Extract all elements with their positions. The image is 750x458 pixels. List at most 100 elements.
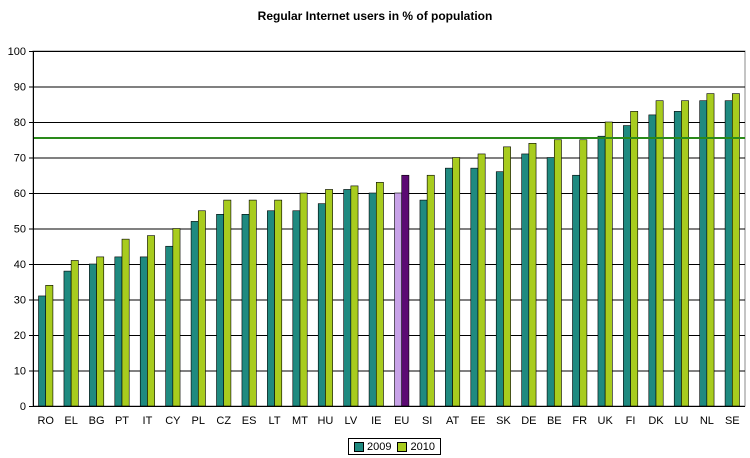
bar-2010-CZ [223, 199, 232, 407]
bar-2009-BG [89, 263, 97, 407]
bar-2010-AT [452, 157, 461, 407]
bar-2009-AT [445, 167, 453, 407]
x-tick-label: LU [674, 415, 688, 427]
bar-2010-SK [503, 146, 511, 407]
bar-2010-HU [325, 189, 333, 407]
x-tick-label: FI [626, 415, 636, 427]
x-tick-label: PL [192, 415, 205, 427]
legend-item-2010: 2010 [397, 440, 435, 453]
bar-2009-SI [419, 199, 428, 407]
x-tick-label: DE [521, 415, 536, 427]
x-tick-label: LV [345, 415, 358, 427]
x-tick-label: UK [598, 415, 614, 427]
bar-2010-IE [375, 182, 384, 407]
x-tick-label: IE [371, 415, 381, 427]
bar-2010-PL [197, 210, 206, 407]
x-tick-label: EU [394, 415, 409, 427]
x-tick-label: CY [165, 415, 181, 427]
bar-2009-SK [495, 171, 504, 407]
bar-2010-SE [731, 93, 740, 407]
bar-2010-UK [604, 121, 613, 407]
x-tick-label: IT [143, 415, 153, 427]
bar-2010-LU [681, 100, 689, 407]
bar-2010-BG [96, 256, 105, 407]
x-tick-label: LT [269, 415, 281, 427]
bar-2009-PL [190, 221, 199, 407]
y-tick-label: 30 [14, 295, 26, 307]
chart-title: Regular Internet users in % of populatio… [257, 9, 493, 23]
legend-swatch-2010 [397, 441, 408, 452]
x-tick-label: MT [292, 415, 308, 427]
bar-2010-ES [248, 199, 257, 407]
bar-2009-NL [699, 100, 708, 407]
bar-2010-MT [299, 192, 308, 407]
x-tick-label: BE [547, 415, 562, 427]
bar-2010-FI [630, 111, 639, 407]
bar-2009-BE [546, 157, 555, 407]
bar-2010-LT [274, 199, 283, 407]
x-tick-label: SI [422, 415, 432, 427]
y-tick-label: 0 [20, 401, 26, 413]
legend-swatch-2009 [354, 441, 364, 452]
bar-2010-EL [70, 260, 79, 407]
legend-label-2009: 2009 [367, 440, 392, 453]
bar-2009-DE [521, 153, 530, 407]
y-tick-label: 70 [14, 153, 26, 165]
bar-2010-RO [45, 284, 54, 407]
bar-2009-SE [724, 100, 733, 407]
bar-2010-DK [655, 100, 664, 407]
bar-2009-EL [63, 270, 72, 407]
y-tick-label: 50 [14, 224, 26, 236]
x-tick-label: FR [572, 415, 587, 427]
x-tick-label: ES [242, 415, 257, 427]
bar-2009-ES [241, 214, 250, 407]
bar-2009-EU [394, 192, 403, 407]
bar-2009-PT [114, 256, 123, 407]
bar-2010-NL [706, 93, 715, 407]
bar-2010-EE [477, 153, 486, 407]
bar-2009-LU [673, 111, 682, 407]
bar-2010-SI [426, 174, 435, 407]
legend-item-2009: 2009 [354, 441, 391, 453]
bar-2010-PT [121, 238, 130, 407]
bar-2010-LV [350, 185, 359, 407]
bar-2010-BE [553, 139, 562, 407]
y-tick-label: 40 [14, 259, 26, 271]
x-tick-label: NL [700, 415, 714, 427]
bar-2009-EE [470, 167, 479, 407]
y-tick-label: 80 [14, 117, 26, 129]
x-tick-label: PT [115, 415, 129, 427]
bar-2010-IT [147, 235, 155, 407]
bar-2009-RO [38, 295, 47, 407]
y-tick-label: 100 [8, 46, 26, 58]
bar-2010-CY [172, 228, 181, 407]
bar-2009-LV [343, 189, 352, 407]
x-tick-label: HU [317, 415, 333, 427]
x-tick-label: AT [446, 415, 460, 427]
x-tick-label: EE [471, 415, 486, 427]
bar-2009-UK [597, 135, 606, 407]
legend-label-2010: 2010 [410, 440, 435, 453]
bar-2010-EU [401, 174, 410, 407]
y-tick-label: 60 [14, 188, 26, 200]
bar-2009-HU [317, 203, 326, 407]
bar-2009-LT [267, 210, 275, 407]
x-tick-label: CZ [216, 415, 231, 427]
y-tick-label: 10 [14, 366, 26, 378]
y-tick-label: 90 [14, 82, 26, 94]
bar-2009-IT [139, 256, 148, 407]
bar-2009-IE [368, 192, 377, 407]
bar-2010-FR [579, 139, 588, 407]
bar-2009-FI [623, 125, 631, 407]
x-tick-label: BG [89, 415, 105, 427]
bar-2009-MT [292, 210, 301, 407]
bar-2009-DK [648, 114, 657, 407]
bar-2009-CY [165, 245, 174, 407]
bar-2010-DE [528, 143, 537, 407]
x-tick-label: RO [37, 415, 54, 427]
x-tick-label: EL [64, 415, 77, 427]
legend: 2009 2010 [348, 438, 441, 455]
x-tick-label: SE [725, 415, 740, 427]
y-tick-label: 20 [14, 330, 26, 342]
